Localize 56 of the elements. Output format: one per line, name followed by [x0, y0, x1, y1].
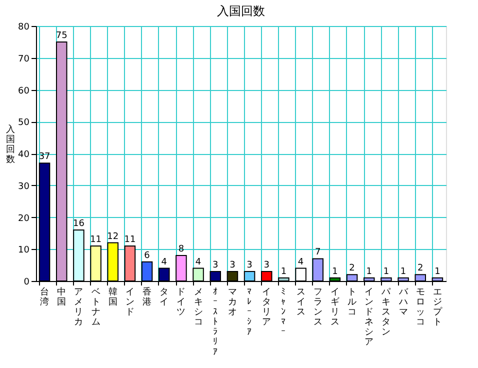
data-label: 3: [246, 260, 252, 270]
x-tick-label: スイス: [296, 288, 306, 318]
data-label: 1: [280, 266, 287, 277]
x-tick-label: タイ: [160, 288, 169, 308]
data-label: 2: [418, 264, 424, 274]
x-tick-label: トルコ: [348, 288, 357, 318]
y-tick-label: 20: [18, 214, 30, 224]
data-label: 1: [400, 266, 406, 277]
y-tick-label: 30: [18, 182, 30, 192]
x-tick-label: インド: [125, 288, 134, 318]
x-tick-label: インドネシア: [364, 288, 374, 348]
y-tick-label: 50: [18, 118, 30, 128]
data-label: 2: [349, 264, 355, 274]
x-tick-label: ｵｰｽﾄﾗﾘｱ: [212, 288, 218, 358]
x-tick-label: イタリア: [262, 288, 272, 328]
y-tick-label: 10: [18, 246, 30, 256]
x-tick-label: モロッコ: [416, 288, 425, 328]
data-label: 1: [366, 266, 372, 277]
x-tick-label: アメリカ: [74, 288, 84, 328]
x-tick-label: 中国: [57, 286, 66, 308]
data-label: 7: [315, 248, 321, 258]
chart-title: 入国回数: [217, 4, 265, 18]
data-label: 11: [90, 234, 102, 245]
x-tick-label: ﾏﾚｰｼｱ: [247, 288, 252, 338]
data-label: 3: [212, 260, 218, 270]
data-label: 3: [230, 260, 236, 270]
y-tick-label: 40: [18, 150, 30, 160]
x-tick-label: 香港: [142, 286, 152, 308]
y-axis-title: 入国回数: [6, 124, 15, 165]
data-label: 4: [195, 257, 202, 268]
x-tick-label: メキシコ: [194, 288, 203, 328]
x-tick-label: ベトナム: [91, 288, 100, 328]
x-tick-label: マカオ: [228, 288, 237, 318]
x-tick-label: ドイツ: [176, 288, 186, 318]
data-label: 4: [161, 257, 168, 268]
y-tick-label: 60: [18, 86, 30, 96]
data-label: 1: [434, 266, 440, 277]
y-tick-label: 0: [24, 278, 30, 288]
x-tick-label: フランス: [313, 288, 322, 328]
data-label: 11: [124, 234, 136, 245]
data-label: 1: [383, 266, 390, 277]
data-label: 3: [264, 260, 270, 270]
x-tick-label: エジプト: [432, 288, 443, 328]
data-label: 1: [332, 266, 338, 277]
x-tick-label: 韓国: [108, 286, 118, 308]
data-label: 4: [298, 257, 304, 268]
data-label: 12: [107, 232, 119, 242]
x-tick-label: バハマ: [398, 288, 409, 318]
x-tick-label: イギリス: [330, 288, 340, 328]
x-tick-label: 台湾: [40, 286, 50, 308]
y-tick-label: 80: [18, 22, 30, 32]
data-label: 6: [144, 250, 150, 261]
y-tick-label: 70: [18, 54, 30, 64]
data-label: 16: [72, 219, 85, 229]
x-tick-label: パキスタン: [380, 288, 392, 338]
x-tick-label: ﾐｬﾝﾏｰ: [281, 288, 286, 338]
